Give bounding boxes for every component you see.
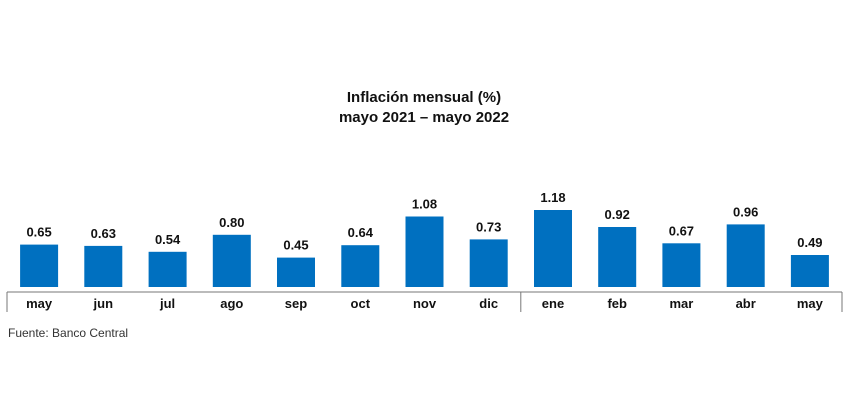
bar: [20, 244, 59, 287]
x-tick-label: nov: [413, 296, 437, 311]
chart-title: Inflación mensual (%) mayo 2021 – mayo 2…: [0, 88, 848, 128]
chart-title-line2: mayo 2021 – mayo 2022: [338, 109, 510, 126]
x-tick-label: ago: [220, 296, 243, 311]
data-label: 0.63: [91, 226, 116, 241]
data-label: 0.49: [797, 235, 822, 250]
bar: [726, 224, 765, 287]
bar: [598, 227, 637, 287]
x-tick-label: jun: [93, 296, 114, 311]
bar: [212, 234, 251, 287]
x-tick-label: feb: [607, 296, 627, 311]
data-label: 1.18: [540, 190, 565, 205]
x-tick-label: sep: [285, 296, 307, 311]
source-note: Fuente: Banco Central: [8, 326, 129, 340]
data-label: 0.54: [155, 232, 181, 247]
data-label: 0.96: [733, 204, 758, 219]
data-label: 0.67: [669, 223, 694, 238]
x-tick-label: abr: [736, 296, 756, 311]
x-tick-label: mar: [669, 296, 693, 311]
data-label: 0.92: [605, 207, 630, 222]
x-tick-label: dic: [479, 296, 498, 311]
data-label: 1.08: [412, 197, 437, 212]
bar: [341, 245, 380, 287]
x-tick-label: may: [797, 296, 824, 311]
x-tick-label: jul: [159, 296, 175, 311]
x-tick-label: may: [26, 296, 53, 311]
chart-title-line1: Inflación mensual (%): [346, 89, 502, 106]
bar: [469, 239, 508, 287]
bar: [534, 210, 572, 287]
bar: [405, 216, 444, 287]
bar: [148, 251, 187, 287]
data-label: 0.64: [348, 225, 374, 240]
data-label: 0.80: [219, 215, 244, 230]
data-label: 0.65: [26, 225, 51, 240]
bar: [790, 255, 829, 287]
x-tick-label: ene: [542, 296, 564, 311]
bar: [662, 243, 701, 287]
bar: [84, 245, 123, 287]
x-tick-label: oct: [351, 296, 371, 311]
bar: [277, 257, 315, 287]
data-label: 0.45: [283, 238, 308, 253]
data-label: 0.73: [476, 219, 501, 234]
